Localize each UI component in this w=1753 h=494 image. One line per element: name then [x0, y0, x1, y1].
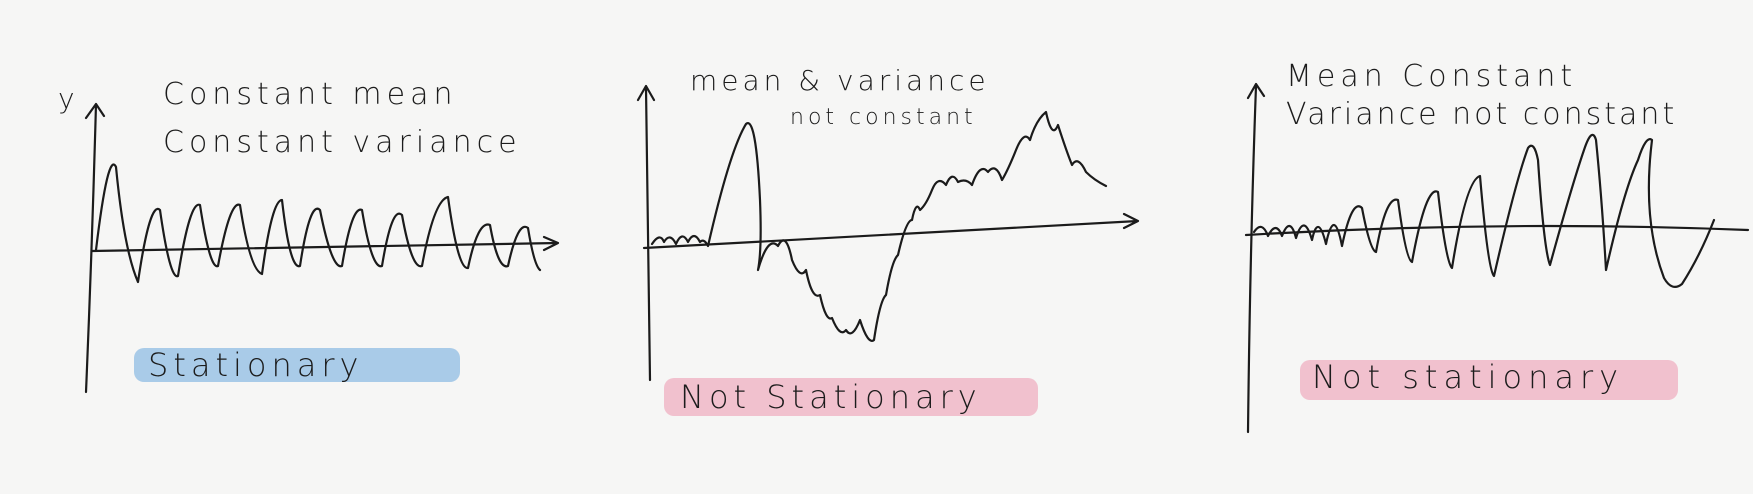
panel-2-caption-line-2: not constant — [790, 105, 977, 130]
panel-3-verdict: Not stationary — [1312, 358, 1624, 396]
panel-2-y-axis — [636, 84, 656, 382]
panel-1-verdict-highlight — [134, 348, 460, 382]
panel-3-y-axis — [1246, 82, 1266, 434]
panel-1-caption-line-1: Constant mean — [163, 77, 457, 112]
panel-not-stationary-variance: Mean Constant Variance not constant Not … — [1244, 59, 1750, 434]
panel-1-caption-line-2: Constant variance — [163, 125, 522, 160]
panel-2-verdict-highlight — [664, 378, 1038, 416]
panel-2-caption-line-1: mean & variance — [690, 64, 990, 97]
panel-1-verdict: Stationary — [148, 346, 363, 384]
panel-3-verdict-highlight — [1300, 360, 1678, 400]
panel-1-axis-label: y — [58, 82, 75, 115]
panel-1-x-axis — [90, 235, 560, 253]
panel-2-series-line — [650, 110, 1108, 342]
panel-3-caption-line-1: Mean Constant — [1286, 59, 1577, 94]
panel-3-x-axis — [1244, 224, 1750, 237]
panel-1-y-axis — [84, 102, 106, 394]
panel-2-x-axis — [642, 212, 1140, 250]
panel-3-caption-line-2: Variance not constant — [1286, 97, 1677, 132]
panel-3-series-line — [1252, 133, 1716, 288]
panel-not-stationary-trend: mean & variance not constant Not Station… — [636, 64, 1140, 416]
panel-stationary: y Constant mean Constant variance Statio… — [58, 77, 560, 394]
panel-2-verdict: Not Stationary — [680, 378, 982, 416]
panel-1-series-line — [94, 163, 542, 284]
